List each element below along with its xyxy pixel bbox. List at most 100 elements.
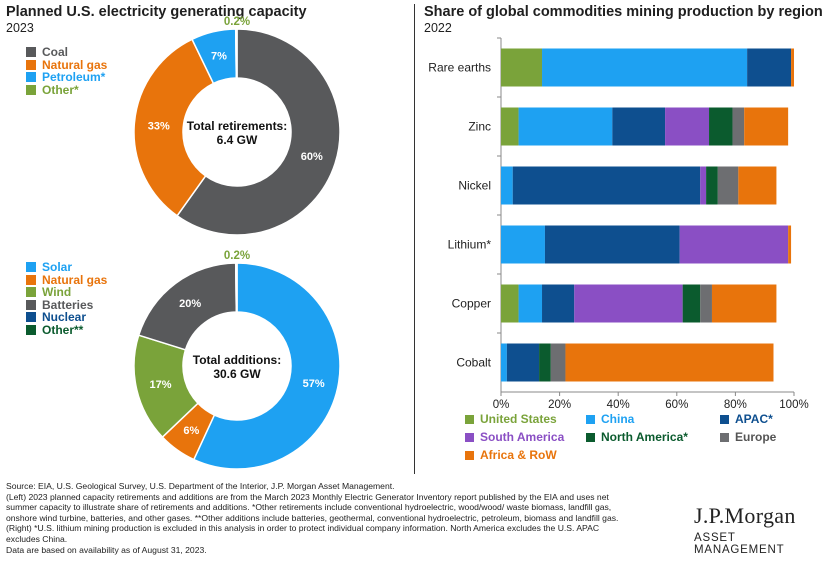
x-tick-label: 20% <box>548 399 571 411</box>
footnote-line: summer capacity to illustrate share of r… <box>6 502 612 513</box>
legend-label: APAC* <box>735 412 773 426</box>
bar-segment-south-america <box>679 225 789 264</box>
additions-legend-item: Other** <box>26 322 107 337</box>
legend-label: Solar <box>42 260 73 274</box>
legend-label: Natural gas <box>42 57 108 72</box>
bar-segment-north-america <box>709 107 733 146</box>
bar-segment-north-america <box>706 166 718 205</box>
retirements-slice-coal <box>176 28 341 236</box>
legend-label: Europe <box>735 430 777 444</box>
legend-swatch <box>465 450 474 460</box>
bar-legend-item: South America <box>465 430 564 444</box>
bar-segment-apac <box>506 343 540 382</box>
legend-label: Wind <box>42 285 72 299</box>
x-tick-label: 0% <box>493 399 510 411</box>
retirements-slice-label: 60% <box>301 151 323 163</box>
bar-segment-europe <box>717 166 739 205</box>
legend-swatch <box>465 414 474 424</box>
legend-label: Batteries <box>42 297 94 312</box>
retirements-center-label: 6.4 GW <box>217 133 258 147</box>
footnote-line: Data are based on availability as of Aug… <box>6 544 207 555</box>
legend-swatch <box>26 299 36 310</box>
additions-legend-item: Solar <box>26 261 107 274</box>
legend-swatch <box>720 432 729 442</box>
category-label: Nickel <box>458 179 491 193</box>
x-tick-label: 100% <box>779 399 808 411</box>
bar-segment-apac <box>544 225 680 264</box>
bar-segment-united-states <box>501 48 543 87</box>
bar-segment-south-america <box>700 166 707 205</box>
x-tick-label: 60% <box>665 399 688 411</box>
right-chart-title: Share of global commodities mining produ… <box>424 4 823 20</box>
legend-swatch <box>26 84 36 95</box>
additions-legend-item: Wind <box>26 286 107 299</box>
panel-divider <box>414 4 415 474</box>
bar-segment-china <box>542 48 748 87</box>
legend-swatch <box>586 414 595 424</box>
bar-segment-europe <box>732 107 745 146</box>
right-chart-subtitle: 2022 <box>424 21 452 35</box>
retirements-legend-item: Natural gas <box>26 57 108 72</box>
bar-segment-north-america <box>539 343 551 382</box>
bar-segment-africa-row <box>565 343 774 382</box>
additions-slice-label: 57% <box>303 378 325 390</box>
legend-swatch <box>26 72 36 83</box>
legend-swatch <box>26 324 36 335</box>
legend-label: Nuclear <box>42 310 87 324</box>
bar-segment-south-america <box>574 284 683 323</box>
additions-slice-label: 6% <box>183 425 199 437</box>
bar-segment-united-states <box>501 284 519 323</box>
legend-swatch <box>26 59 36 70</box>
retirements-slice-label: 33% <box>148 120 170 132</box>
bar-legend-item: United States <box>465 412 557 426</box>
bar-segment-south-america <box>665 107 710 146</box>
bar-segment-north-america <box>682 284 701 323</box>
stacked-bar-chart: Rare earths Zinc Nickel Lithium* Copper Cobal… <box>428 37 809 411</box>
jpmorgan-logo: J.P.Morgan ASSET MANAGEMENT <box>694 503 824 556</box>
bar-segment-africa-row <box>788 225 792 264</box>
additions-slice-solar <box>192 262 341 470</box>
additions-small-slice-label: 0.2% <box>224 250 250 262</box>
bar-segment-africa-row <box>711 284 777 323</box>
bar-segment-china <box>518 107 613 146</box>
retirements-slice-label: 7% <box>211 51 227 63</box>
footnote-line: (Left) 2023 planned capacity retirements… <box>6 491 609 502</box>
legend-label: North America* <box>601 430 688 444</box>
retirements-legend: Coal Natural gas Petroleum* Other* <box>26 46 107 96</box>
bar-segment-africa-row <box>744 107 789 146</box>
legend-label: Other** <box>42 322 84 337</box>
legend-label: United States <box>480 412 557 426</box>
bar-segment-united-states <box>501 107 519 146</box>
retirements-center-label: Total retirements: <box>187 119 287 133</box>
footnote-line: onshore wind turbine, batteries, and oth… <box>6 512 619 523</box>
legend-swatch <box>26 312 36 323</box>
legend-label: Coal <box>42 45 69 59</box>
legend-swatch <box>465 432 474 442</box>
retirements-legend-item: Other* <box>26 83 107 97</box>
left-chart-title: Planned U.S. electricity generating capa… <box>6 4 307 20</box>
bar-segment-apac <box>512 166 701 205</box>
category-label: Copper <box>452 297 491 311</box>
logo-name: J.P.Morgan <box>694 503 796 528</box>
category-label: Rare earths <box>428 61 491 75</box>
category-label: Lithium* <box>448 238 492 252</box>
legend-swatch <box>720 414 729 424</box>
x-tick-label: 40% <box>607 399 630 411</box>
additions-legend: Solar Natural gas Wind Batteries Nuclear Othe… <box>26 261 107 336</box>
bar-segment-china <box>501 343 507 382</box>
bar-legend-item: North America* <box>586 430 688 444</box>
footnote-line: excludes China. <box>6 533 68 544</box>
legend-swatch <box>26 274 36 285</box>
additions-slice-label: 20% <box>179 298 201 310</box>
legend-swatch <box>26 47 36 58</box>
footnotes: Source: EIA, U.S. Geological Survey, U.S… <box>6 481 696 555</box>
bar-segment-china <box>518 284 543 323</box>
bar-segment-china <box>501 166 513 205</box>
footnote-line: (Right) *U.S. lithium mining production … <box>6 523 600 534</box>
legend-label: Petroleum* <box>42 70 106 84</box>
category-label: Zinc <box>468 120 491 134</box>
left-chart-subtitle: 2023 <box>6 21 34 35</box>
bar-segment-europe <box>700 284 712 323</box>
additions-center-label: 30.6 GW <box>213 367 261 381</box>
bar-segment-europe <box>550 343 566 382</box>
